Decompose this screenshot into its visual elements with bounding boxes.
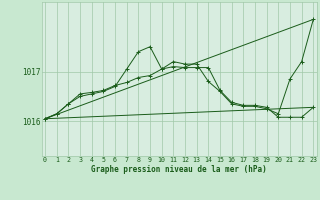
- X-axis label: Graphe pression niveau de la mer (hPa): Graphe pression niveau de la mer (hPa): [91, 165, 267, 174]
